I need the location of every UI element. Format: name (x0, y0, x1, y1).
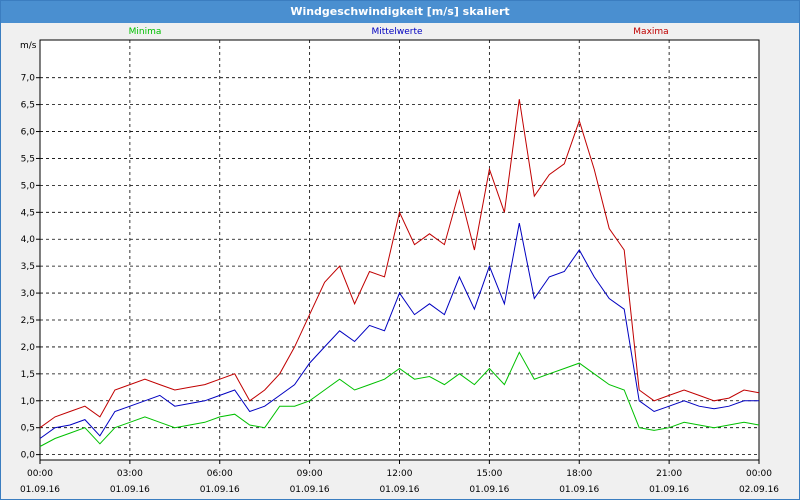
x-tick-time: 12:00 (387, 469, 413, 479)
x-tick-date: 02.09.16 (739, 485, 779, 495)
y-tick-label: 4,5 (21, 208, 35, 218)
y-tick-label: 5,5 (21, 154, 35, 164)
x-tick-time: 18:00 (566, 469, 592, 479)
y-tick-label: 5,0 (21, 181, 36, 191)
x-tick-date: 01.09.16 (200, 485, 240, 495)
x-tick-date: 01.09.16 (559, 485, 599, 495)
y-tick-label: 3,0 (21, 289, 36, 299)
x-tick-time: 00:00 (27, 469, 53, 479)
y-tick-label: 2,5 (21, 316, 35, 326)
y-tick-label: 2,0 (21, 343, 36, 353)
y-tick-label: 4,0 (21, 235, 36, 245)
x-tick-time: 03:00 (117, 469, 143, 479)
legend-minima: Minima (129, 27, 162, 37)
y-axis-unit: m/s (20, 41, 37, 51)
x-tick-date: 01.09.16 (379, 485, 419, 495)
series-line-mittelwerte (39, 223, 759, 439)
x-tick-time: 00:00 (746, 469, 772, 479)
x-tick-time: 09:00 (297, 469, 323, 479)
y-tick-label: 0,0 (21, 451, 36, 461)
window-title: Windgeschwindigkeit [m/s] skaliert (1, 1, 799, 23)
x-tick-time: 21:00 (656, 469, 682, 479)
y-tick-label: 7,0 (21, 74, 36, 84)
x-tick-date: 01.09.16 (290, 485, 330, 495)
y-tick-label: 3,5 (21, 262, 35, 272)
y-tick-label: 1,5 (21, 370, 35, 380)
legend-mittelwerte: Mittelwerte (371, 27, 422, 37)
x-tick-time: 15:00 (476, 469, 502, 479)
y-tick-label: 0,5 (21, 424, 35, 434)
legend-maxima: Maxima (633, 27, 668, 37)
x-tick-date: 01.09.16 (469, 485, 509, 495)
x-tick-date: 01.09.16 (20, 485, 60, 495)
x-tick-date: 01.09.16 (110, 485, 150, 495)
y-tick-label: 6,0 (21, 128, 36, 138)
x-tick-time: 06:00 (207, 469, 233, 479)
series-line-maxima (39, 99, 760, 429)
y-tick-label: 1,0 (21, 397, 36, 407)
x-tick-date: 01.09.16 (649, 485, 689, 495)
y-tick-label: 6,5 (21, 101, 35, 111)
series-line-minima (39, 351, 760, 447)
